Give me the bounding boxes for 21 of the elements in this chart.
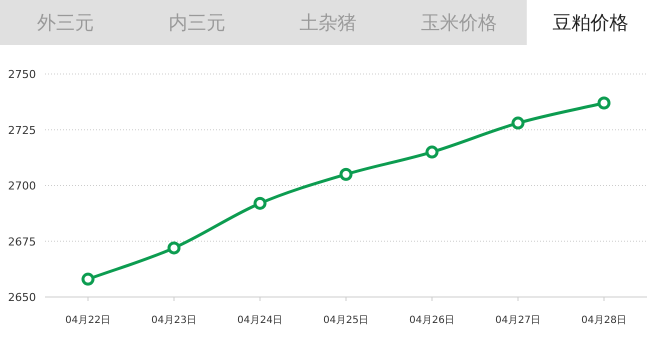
point	[340, 168, 352, 181]
x-tick-label: 04月22日	[65, 315, 111, 326]
x-tick-label: 04月28日	[581, 315, 627, 326]
x-tick-label: 04月27日	[495, 315, 541, 326]
point	[598, 96, 610, 110]
tabs: 外三元 内三元 土杂猪 玉米价格 豆粕价格	[0, 0, 656, 45]
x-tick-label: 04月23日	[151, 315, 197, 326]
y-tick-label: 2700	[8, 180, 36, 192]
point	[168, 241, 180, 254]
x-tick-label: 04月24日	[237, 315, 283, 326]
y-tick-label: 2675	[8, 235, 36, 248]
point	[426, 146, 438, 159]
y-tick-label: 2650	[8, 291, 36, 304]
x-tick-label: 04月25日	[323, 315, 369, 326]
y-tick-label: 2725	[8, 124, 36, 137]
point	[512, 116, 524, 130]
point	[82, 272, 94, 286]
x-tick-label: 04月26日	[409, 315, 455, 326]
point	[254, 196, 266, 210]
chart-title: 豆粕价格	[552, 12, 628, 34]
y-tick-label: 2750	[8, 68, 36, 81]
